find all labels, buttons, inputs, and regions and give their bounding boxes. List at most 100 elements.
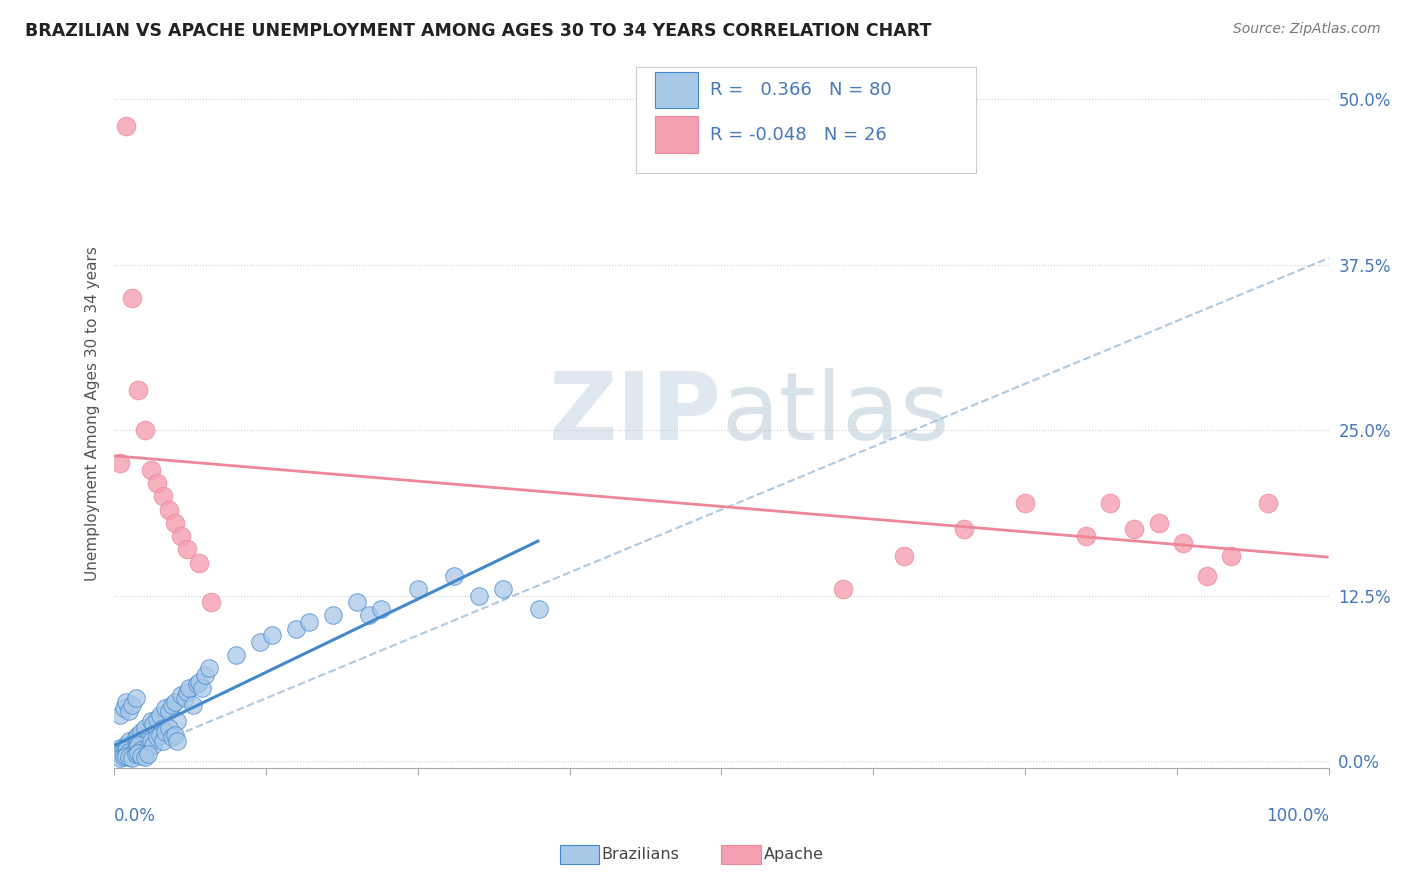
Point bbox=[322, 608, 344, 623]
Point bbox=[110, 456, 132, 470]
Point bbox=[115, 694, 138, 708]
Point bbox=[225, 648, 247, 663]
Point bbox=[110, 740, 132, 755]
Point bbox=[136, 747, 159, 762]
Point bbox=[467, 589, 489, 603]
Point bbox=[188, 674, 211, 689]
Point bbox=[118, 745, 141, 759]
Point bbox=[145, 731, 167, 745]
Point bbox=[170, 688, 193, 702]
Point bbox=[121, 740, 143, 755]
Point bbox=[149, 707, 172, 722]
Text: atlas: atlas bbox=[721, 368, 949, 459]
Point bbox=[152, 734, 174, 748]
Point bbox=[152, 489, 174, 503]
Point bbox=[118, 704, 141, 718]
Point bbox=[370, 602, 392, 616]
Point bbox=[1257, 496, 1279, 510]
Point bbox=[121, 751, 143, 765]
Text: Apache: Apache bbox=[763, 847, 824, 862]
Point bbox=[153, 725, 176, 739]
FancyBboxPatch shape bbox=[655, 116, 699, 153]
Point bbox=[157, 502, 180, 516]
Point bbox=[188, 556, 211, 570]
Point bbox=[153, 701, 176, 715]
Point bbox=[136, 740, 159, 755]
Point bbox=[115, 748, 138, 763]
Point bbox=[176, 685, 198, 699]
Point bbox=[179, 681, 201, 696]
Point bbox=[157, 721, 180, 735]
Point bbox=[1171, 535, 1194, 549]
Point bbox=[134, 423, 156, 437]
FancyBboxPatch shape bbox=[637, 67, 976, 173]
Point bbox=[157, 704, 180, 718]
Point bbox=[173, 690, 195, 705]
Point bbox=[115, 743, 138, 757]
Point bbox=[125, 690, 148, 705]
Point bbox=[181, 698, 204, 713]
Point bbox=[121, 291, 143, 305]
Point bbox=[110, 747, 132, 762]
Point bbox=[186, 677, 208, 691]
Point bbox=[125, 731, 148, 745]
Text: BRAZILIAN VS APACHE UNEMPLOYMENT AMONG AGES 30 TO 34 YEARS CORRELATION CHART: BRAZILIAN VS APACHE UNEMPLOYMENT AMONG A… bbox=[25, 22, 932, 40]
Point bbox=[110, 707, 132, 722]
Point bbox=[162, 731, 184, 745]
Point bbox=[139, 734, 162, 748]
Point bbox=[149, 728, 172, 742]
Text: ZIP: ZIP bbox=[548, 368, 721, 459]
Point bbox=[112, 750, 135, 764]
Point bbox=[893, 549, 915, 563]
Point bbox=[194, 668, 217, 682]
Point bbox=[139, 463, 162, 477]
Point bbox=[190, 681, 212, 696]
Point bbox=[162, 698, 184, 713]
Point bbox=[163, 516, 186, 530]
Point bbox=[1220, 549, 1243, 563]
Point bbox=[1147, 516, 1170, 530]
Point bbox=[406, 582, 429, 596]
Point bbox=[134, 746, 156, 760]
Point bbox=[115, 119, 138, 133]
Point bbox=[129, 743, 152, 757]
Point bbox=[136, 734, 159, 748]
Point bbox=[262, 628, 284, 642]
Point bbox=[163, 694, 186, 708]
Point bbox=[176, 542, 198, 557]
Point bbox=[1123, 523, 1146, 537]
Text: R =   0.366   N = 80: R = 0.366 N = 80 bbox=[710, 81, 893, 99]
Point bbox=[118, 734, 141, 748]
Point bbox=[142, 738, 165, 752]
Point bbox=[200, 595, 222, 609]
Point bbox=[1197, 569, 1219, 583]
FancyBboxPatch shape bbox=[655, 71, 699, 109]
Point bbox=[198, 661, 221, 675]
Point bbox=[831, 582, 853, 596]
Point bbox=[492, 582, 515, 596]
Point bbox=[285, 622, 308, 636]
Point bbox=[166, 734, 188, 748]
Point bbox=[127, 384, 149, 398]
Point bbox=[529, 602, 551, 616]
Point bbox=[115, 738, 138, 752]
Text: Brazilians: Brazilians bbox=[602, 847, 679, 862]
Point bbox=[134, 721, 156, 735]
Point bbox=[443, 569, 465, 583]
Point bbox=[125, 740, 148, 755]
Point bbox=[139, 714, 162, 729]
Point bbox=[346, 595, 368, 609]
Point bbox=[170, 529, 193, 543]
Point bbox=[1074, 529, 1097, 543]
Point bbox=[152, 721, 174, 735]
Point bbox=[118, 750, 141, 764]
Point bbox=[163, 728, 186, 742]
Point bbox=[125, 747, 148, 762]
Text: 100.0%: 100.0% bbox=[1265, 806, 1329, 824]
Point bbox=[953, 523, 976, 537]
Point bbox=[134, 750, 156, 764]
Point bbox=[112, 746, 135, 760]
Text: 0.0%: 0.0% bbox=[114, 806, 156, 824]
Point bbox=[121, 747, 143, 762]
Point bbox=[297, 615, 319, 629]
